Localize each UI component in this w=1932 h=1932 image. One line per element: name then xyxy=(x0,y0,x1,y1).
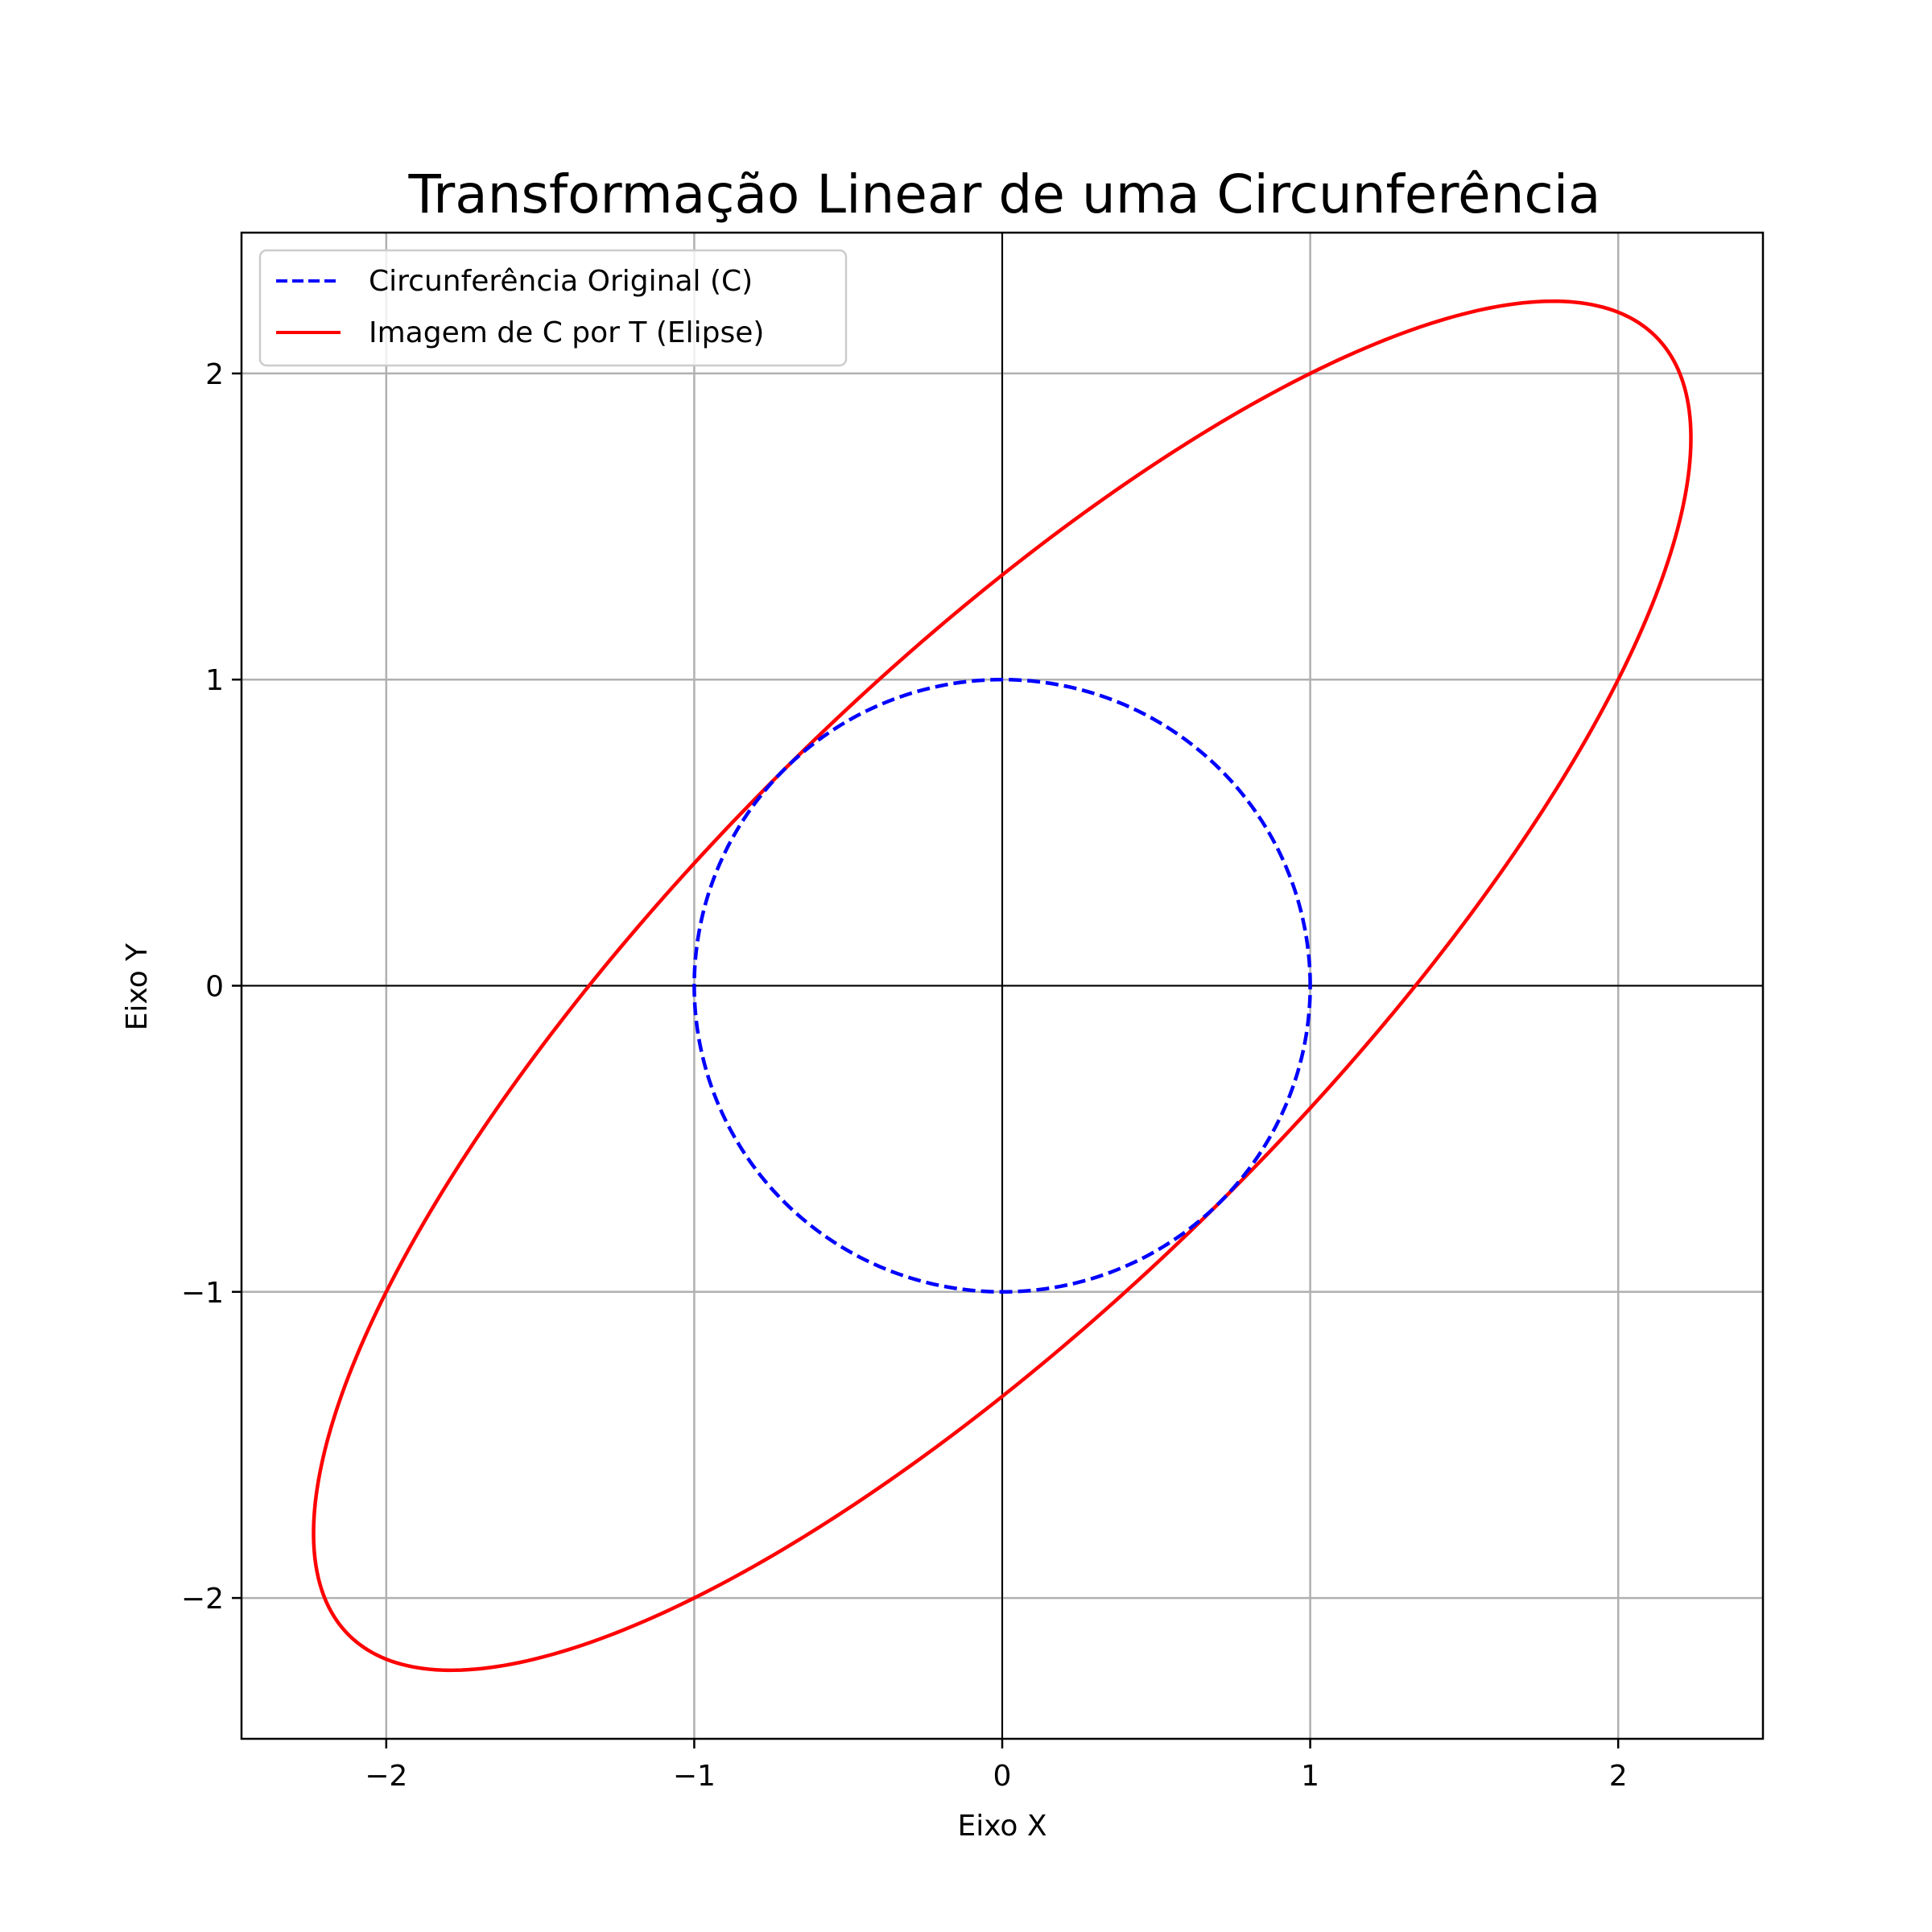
y-axis-label: Eixo Y xyxy=(121,943,154,1030)
series-layer xyxy=(312,299,1693,1673)
chart-title: Transformação Linear de uma Circunferênc… xyxy=(407,163,1600,225)
x-axis-label: Eixo X xyxy=(957,1810,1046,1843)
y-tick-label: 2 xyxy=(205,358,224,391)
reference-lines xyxy=(242,233,1763,1739)
legend-box xyxy=(258,249,848,367)
legend-label-ellipse-image: Imagem de C por T (Elipse) xyxy=(369,316,764,349)
x-tick-label: 1 xyxy=(1301,1760,1319,1793)
x-tick-label: 0 xyxy=(993,1760,1012,1793)
series-line-original-circle xyxy=(692,677,1312,1294)
y-tick-label: −1 xyxy=(181,1277,224,1310)
series-line-ellipse-image xyxy=(312,299,1693,1673)
ticks: −2 −1 0 1 2 −2 −1 0 1 2 xyxy=(181,358,1628,1793)
y-tick-label: 0 xyxy=(205,971,224,1004)
y-tick-label: −2 xyxy=(181,1583,224,1616)
legend: Circunferência Original (C) Imagem de C … xyxy=(258,249,848,367)
x-tick-label: 2 xyxy=(1609,1760,1628,1793)
x-tick-label: −2 xyxy=(365,1760,407,1793)
legend-label-original-circle: Circunferência Original (C) xyxy=(369,265,753,298)
x-tick-label: −1 xyxy=(673,1760,716,1793)
y-tick-label: 1 xyxy=(205,664,224,697)
